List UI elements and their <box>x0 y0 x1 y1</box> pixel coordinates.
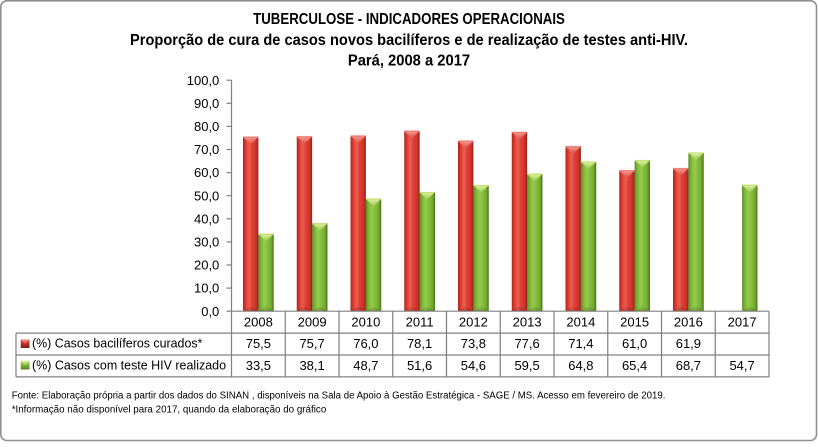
svg-text:TUBERCULOSE - INDICADORES OPER: TUBERCULOSE - INDICADORES OPERACIONAIS <box>253 11 565 28</box>
svg-text:2017: 2017 <box>728 314 757 329</box>
svg-text:33,5: 33,5 <box>246 358 271 373</box>
svg-text:2014: 2014 <box>566 314 595 329</box>
svg-text:2012: 2012 <box>459 314 488 329</box>
svg-text:2011: 2011 <box>406 314 434 329</box>
svg-text:65,4: 65,4 <box>622 358 647 373</box>
svg-text:50,0: 50,0 <box>194 188 219 203</box>
svg-text:0,0: 0,0 <box>201 304 219 319</box>
svg-text:68,7: 68,7 <box>676 358 701 373</box>
svg-text:70,0: 70,0 <box>194 142 219 157</box>
svg-text:48,7: 48,7 <box>353 358 378 373</box>
svg-text:75,5: 75,5 <box>246 336 271 351</box>
svg-text:59,5: 59,5 <box>514 358 539 373</box>
svg-text:78,1: 78,1 <box>407 336 432 351</box>
svg-text:Pará, 2008 a 2017: Pará, 2008 a 2017 <box>348 52 470 69</box>
svg-text:30,0: 30,0 <box>194 235 219 250</box>
svg-text:(%) Casos com teste HIV realiz: (%) Casos com teste HIV realizado <box>32 358 226 373</box>
svg-text:64,8: 64,8 <box>568 358 593 373</box>
svg-text:2010: 2010 <box>351 314 380 329</box>
svg-text:76,0: 76,0 <box>353 336 378 351</box>
svg-text:60,0: 60,0 <box>194 165 219 180</box>
svg-text:20,0: 20,0 <box>194 258 219 273</box>
svg-text:2009: 2009 <box>298 314 327 329</box>
svg-text:2016: 2016 <box>674 314 703 329</box>
svg-text:71,4: 71,4 <box>568 336 593 351</box>
svg-text:61,0: 61,0 <box>622 336 647 351</box>
svg-text:80,0: 80,0 <box>194 119 219 134</box>
svg-text:100,0: 100,0 <box>187 73 220 88</box>
svg-text:2008: 2008 <box>244 314 273 329</box>
svg-text:73,8: 73,8 <box>461 336 486 351</box>
svg-text:10,0: 10,0 <box>194 281 219 296</box>
svg-text:Proporção de cura de casos nov: Proporção de cura de casos novos bacilíf… <box>130 32 688 49</box>
svg-text:54,6: 54,6 <box>461 358 486 373</box>
svg-text:2015: 2015 <box>620 314 649 329</box>
svg-text:2013: 2013 <box>513 314 542 329</box>
svg-text:38,1: 38,1 <box>299 358 324 373</box>
svg-text:51,6: 51,6 <box>407 358 432 373</box>
svg-text:90,0: 90,0 <box>194 96 219 111</box>
svg-text:75,7: 75,7 <box>299 336 324 351</box>
svg-text:*Informação não disponível p: *Informação não disponível para 2017, qu… <box>12 404 327 415</box>
svg-text:61,9: 61,9 <box>676 336 701 351</box>
svg-text:Fonte: Elaboração própria a pa: Fonte: Elaboração própria a partir dos d… <box>12 391 666 402</box>
svg-text:77,6: 77,6 <box>514 336 539 351</box>
svg-text:40,0: 40,0 <box>194 211 219 226</box>
svg-text:54,7: 54,7 <box>729 358 754 373</box>
svg-text:(%) Casos bacilíferos curados*: (%) Casos bacilíferos curados* <box>32 336 202 351</box>
